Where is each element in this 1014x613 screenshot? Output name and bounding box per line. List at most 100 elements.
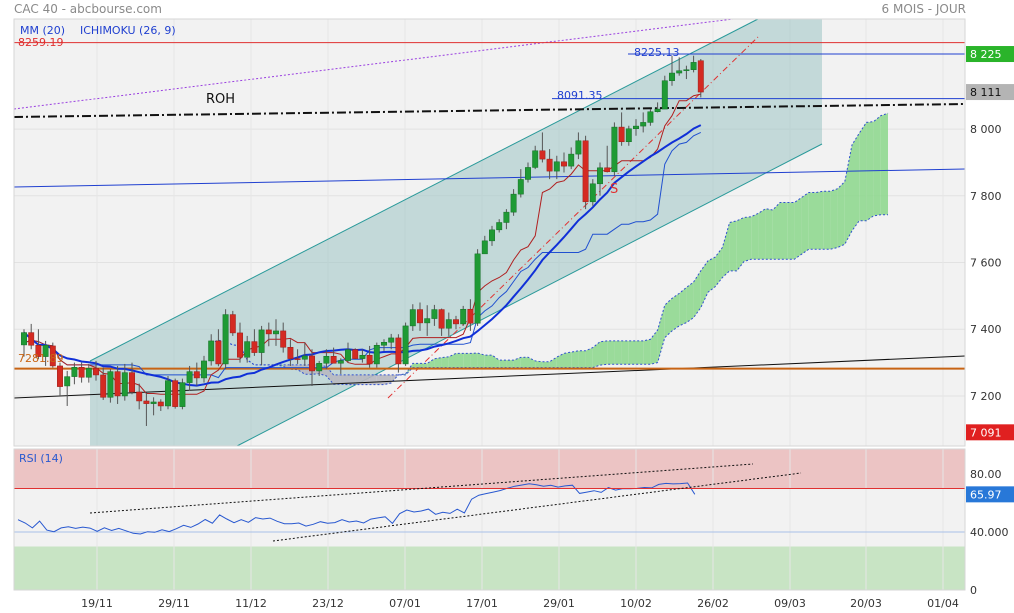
candle-body	[309, 355, 315, 372]
candle	[323, 349, 330, 370]
cloud-bull-segment	[542, 361, 550, 368]
candle	[589, 179, 596, 206]
candle-body	[582, 140, 589, 203]
price-tag-green	[966, 46, 1014, 63]
candle-body	[467, 308, 474, 324]
s-annotation: S	[610, 182, 618, 197]
cloud-bull-segment	[614, 340, 622, 365]
candle-body	[532, 150, 539, 168]
candle	[611, 122, 618, 176]
candle	[244, 335, 251, 363]
candle-body	[453, 319, 459, 325]
candle	[337, 358, 344, 374]
cloud-bull-segment	[729, 220, 737, 271]
candle-body	[143, 400, 150, 404]
cloud-bull-segment	[463, 353, 471, 368]
candle-body	[625, 128, 632, 143]
rsi-line	[17, 482, 696, 535]
cloud-bull-segment	[765, 208, 773, 260]
candle-body	[186, 371, 193, 383]
y-tick-label: 7 600	[970, 257, 1002, 270]
candle	[503, 209, 510, 230]
cloud-bull-segment	[823, 191, 831, 250]
x-tick-label: 23/12	[312, 597, 344, 610]
candle-body	[229, 314, 236, 334]
cloud-bull-segment	[456, 353, 464, 368]
cloud-bull-segment	[636, 340, 644, 365]
candle	[690, 55, 697, 73]
level-label-8225: 8225.13	[634, 46, 680, 59]
x-tick-label: 19/11	[81, 597, 113, 610]
candle-body	[402, 325, 409, 365]
cloud-bull-segment	[664, 298, 672, 338]
candle	[546, 149, 553, 180]
rsi-panel-frame	[13, 448, 966, 591]
cloud-bull-segment	[549, 357, 557, 368]
candle	[597, 162, 603, 196]
senkou-span-b	[211, 214, 888, 376]
candle	[395, 334, 402, 373]
cloud-bull-segment	[434, 357, 442, 368]
y-tick-label: 7 200	[970, 390, 1002, 403]
candle-body	[697, 60, 704, 93]
candle	[114, 365, 121, 404]
candle-body	[78, 367, 85, 378]
cloud-bull-segment	[506, 360, 514, 368]
candle	[193, 362, 200, 386]
candle	[633, 119, 639, 136]
candle	[64, 370, 71, 406]
candle	[661, 75, 668, 110]
cloud-bull-segment	[592, 341, 600, 368]
x-tick-label: 29/01	[543, 597, 575, 610]
rsi-title: RSI (14)	[19, 452, 63, 465]
cloud-bull-segment	[643, 339, 651, 365]
candle-body	[107, 371, 114, 398]
candle-body	[510, 193, 517, 213]
candle-body	[136, 391, 143, 402]
candle-body	[193, 371, 200, 379]
candle-body	[395, 337, 402, 365]
cloud-bull-segment	[679, 287, 687, 326]
level-label-8091: 8091.35	[557, 89, 603, 102]
cloud-bull-segment	[873, 115, 881, 216]
candle	[539, 132, 546, 163]
candle-body	[445, 319, 452, 329]
candle	[388, 333, 395, 350]
roh-annotation: ROH	[206, 92, 235, 107]
candle	[604, 145, 611, 173]
candle-body	[28, 332, 35, 346]
x-tick-label: 17/01	[466, 597, 498, 610]
candle-body	[273, 330, 279, 335]
candle	[676, 57, 683, 76]
cloud-bull-segment	[564, 352, 572, 368]
cloud-bull-segment	[816, 191, 824, 250]
candle	[489, 225, 495, 246]
candle	[618, 112, 625, 146]
cloud-bull-segment	[441, 356, 449, 368]
candle-body	[517, 179, 524, 195]
candle-body	[640, 122, 647, 127]
candle	[301, 342, 308, 366]
candle	[316, 360, 323, 376]
candle-body	[121, 372, 128, 397]
candle-body	[561, 161, 567, 167]
cloud-bull-segment	[477, 353, 485, 368]
candle	[517, 169, 524, 198]
candle	[129, 362, 135, 395]
rsi-y-tick-label: 80.00	[970, 468, 1002, 481]
candle	[568, 147, 575, 170]
candle-body	[661, 80, 668, 110]
roh-line	[13, 103, 966, 118]
cloud-bull-segment	[708, 257, 716, 293]
candle-body	[215, 340, 222, 365]
cloud-bull-segment	[571, 350, 579, 368]
candle-body	[85, 368, 92, 378]
candle-body	[287, 347, 294, 359]
channel-median-line	[387, 34, 761, 399]
cloud-bull-segment	[787, 202, 795, 260]
candle-body	[654, 108, 661, 112]
candle-body	[424, 318, 431, 324]
candle-body	[337, 360, 344, 364]
cloud-bull-segment	[420, 363, 428, 368]
